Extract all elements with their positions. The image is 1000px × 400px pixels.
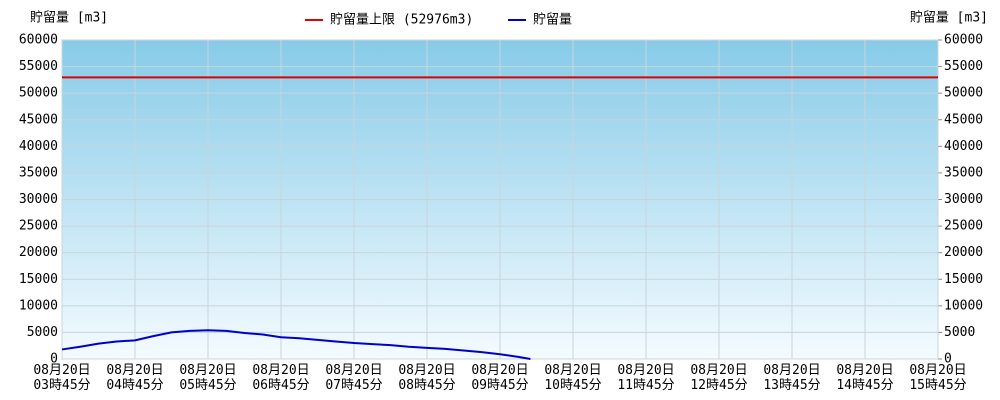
x-tick-label: 08月20日 08時45分 — [398, 363, 456, 393]
y-tick-label: 45000 — [19, 112, 58, 127]
y-tick-label: 30000 — [19, 192, 58, 207]
y2-tick-label: 60000 — [944, 33, 983, 48]
x-tick-label: 08月20日 03時45分 — [33, 363, 91, 393]
y2-tick-label: 40000 — [944, 139, 983, 154]
y2-tick-label: 25000 — [944, 219, 983, 234]
y2-tick-label: 30000 — [944, 192, 983, 207]
y-tick-label: 0 — [50, 352, 58, 367]
x-tick-label: 08月20日 04時45分 — [106, 363, 164, 393]
y2-tick-label: 50000 — [944, 86, 983, 101]
x-tick-label: 08月20日 10時45分 — [544, 363, 602, 393]
y-tick-label: 50000 — [19, 86, 58, 101]
y2-tick-label: 0 — [944, 352, 952, 367]
y2-tick-label: 15000 — [944, 272, 983, 287]
x-tick-label: 08月20日 14時45分 — [836, 363, 894, 393]
x-tick-label: 08月20日 13時45分 — [763, 363, 821, 393]
x-tick-label: 08月20日 15時45分 — [909, 363, 967, 393]
x-tick-label: 08月20日 05時45分 — [179, 363, 237, 393]
series-line — [61, 329, 531, 360]
y-tick-label: 10000 — [19, 298, 58, 313]
x-tick-label: 08月20日 12時45分 — [690, 363, 748, 393]
y-tick-label: 55000 — [19, 59, 58, 74]
y-tick-label: 60000 — [19, 33, 58, 48]
y-tick-label: 40000 — [19, 139, 58, 154]
y2-tick-label: 5000 — [944, 325, 975, 340]
y2-axis-label: 貯留量 [m3] — [910, 11, 988, 26]
x-tick-label: 08月20日 07時45分 — [325, 363, 383, 393]
x-tick-label: 08月20日 09時45分 — [471, 363, 529, 393]
legend-label: 貯留量 — [533, 13, 572, 28]
y2-tick-label: 10000 — [944, 298, 983, 313]
x-tick-label: 08月20日 06時45分 — [252, 363, 310, 393]
x-tick-label: 08月20日 11時45分 — [617, 363, 675, 393]
y2-tick-label: 55000 — [944, 59, 983, 74]
y-tick-label: 5000 — [27, 325, 58, 340]
legend-label: 貯留量上限 (52976m3) — [330, 13, 473, 28]
y2-tick-label: 45000 — [944, 112, 983, 127]
y-tick-label: 35000 — [19, 165, 58, 180]
y2-tick-label: 35000 — [944, 165, 983, 180]
y-tick-label: 25000 — [19, 219, 58, 234]
y-tick-label: 20000 — [19, 245, 58, 260]
y2-tick-label: 20000 — [944, 245, 983, 260]
y-axis-label: 貯留量 [m3] — [30, 11, 108, 26]
y-tick-label: 15000 — [19, 272, 58, 287]
